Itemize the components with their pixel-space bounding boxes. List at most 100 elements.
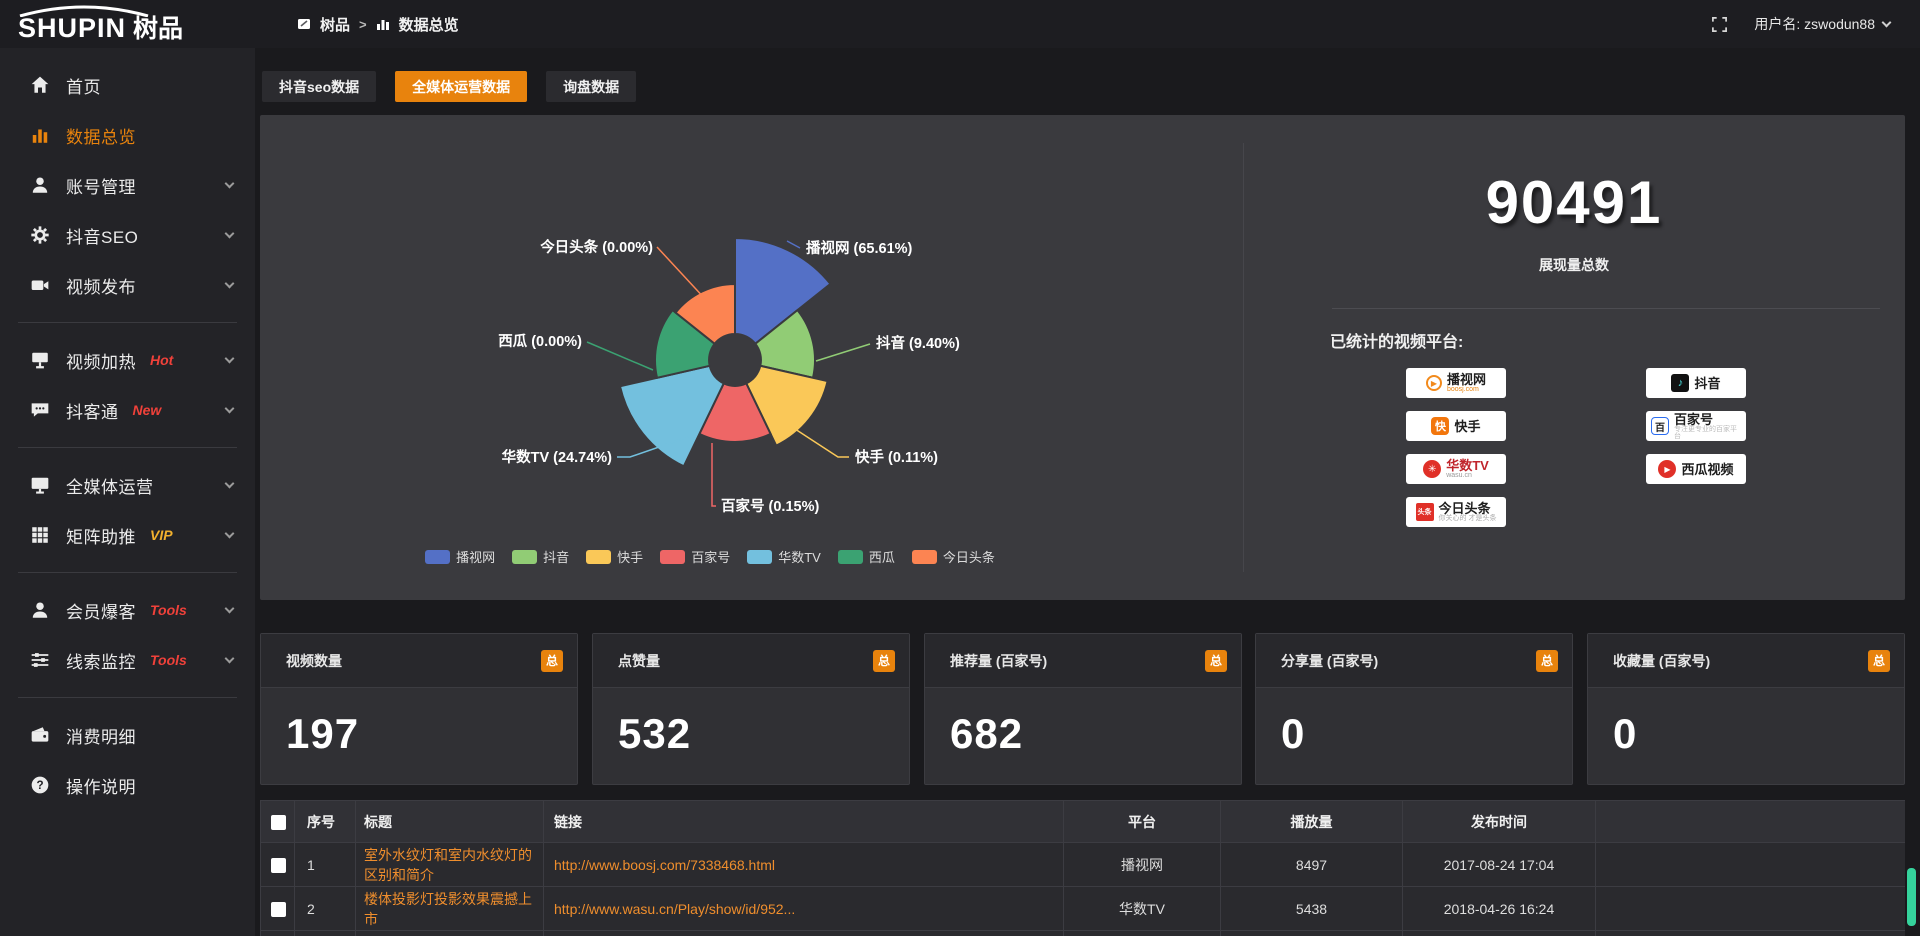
pie-slice[interactable] (753, 308, 816, 379)
hot-tag: Hot (150, 352, 174, 368)
top-bar: SHUPIN 树品 树品 > 数据总览 用户名: zswodun88 (0, 0, 1920, 48)
data-tabs: 抖音seo数据 全媒体运营数据 询盘数据 (262, 71, 637, 102)
pie-leader-line (791, 426, 849, 458)
username-label: 用户名: zswodun88 (1754, 16, 1875, 32)
toutiao-logo-icon: 头条 (1415, 503, 1434, 521)
sidebar-item-label: 视频加热 (66, 352, 136, 372)
pie-slice[interactable] (674, 282, 736, 346)
platform-badge-kuaishou: 快 快手 (1406, 411, 1506, 441)
stat-card-label: 收藏量 (百家号) (1613, 652, 1711, 669)
scrollbar-thumb[interactable] (1907, 868, 1916, 926)
sidebar-item-label: 线索监控 (66, 652, 136, 672)
chevron-down-icon (224, 478, 235, 488)
cell-platform: 播视网 (1063, 842, 1221, 887)
logo-text-cn: 树品 (133, 15, 184, 43)
legend-label: 西瓜 (868, 550, 895, 565)
sidebar-divider (18, 447, 237, 448)
sidebar-item-douyin-seo[interactable]: 抖音SEO (0, 210, 255, 260)
sidebar-item-spending-detail[interactable]: 消费明细 (0, 710, 255, 760)
chat-icon (31, 403, 49, 417)
sidebar-item-lead-monitor[interactable]: 线索监控 Tools (0, 635, 255, 685)
sidebar-item-label: 首页 (66, 77, 101, 97)
legend-item[interactable]: 西瓜 (837, 547, 895, 566)
select-all-checkbox[interactable] (271, 814, 286, 830)
chevron-down-icon (224, 278, 235, 288)
chevron-down-icon (224, 403, 235, 413)
table-row: 1 室外水纹灯和室内水纹灯的区别和简介 http://www.boosj.com… (260, 842, 1905, 887)
row-checkbox[interactable] (271, 857, 286, 873)
tab-inquiry-data[interactable]: 询盘数据 (546, 71, 637, 102)
pie-label: 西瓜 (0.00%) (498, 333, 582, 350)
stat-card-label: 分享量 (百家号) (1281, 652, 1379, 669)
fullscreen-icon[interactable] (1711, 16, 1728, 33)
sidebar-item-omnimedia-ops[interactable]: 全媒体运营 (0, 460, 255, 510)
question-circle-icon: ? (31, 776, 49, 794)
legend-swatch (660, 549, 686, 564)
video-title-link[interactable]: 室外水纹灯和室内水纹灯的区别和简介 (364, 846, 532, 883)
legend-item[interactable]: 快手 (586, 547, 643, 566)
sidebar-item-video-heating[interactable]: 视频加热 Hot (0, 335, 255, 385)
sidebar-item-matrix-boost[interactable]: 矩阵助推 VIP (0, 510, 255, 560)
app-logo: SHUPIN 树品 (0, 3, 255, 45)
sidebar-item-help[interactable]: ? 操作说明 (0, 760, 255, 810)
legend-swatch (911, 549, 937, 564)
legend-swatch (586, 549, 612, 564)
breadcrumb-separator: > (359, 16, 367, 32)
grid-icon (32, 527, 48, 543)
platform-badge-toutiao: 头条 今日头条 你关心的 才是头条 (1406, 497, 1506, 527)
video-url-link[interactable]: http://www.boosj.com/7338468.html (554, 856, 776, 873)
boshiwang-logo-icon: ▶ (1425, 375, 1442, 391)
chevron-down-icon (1881, 17, 1892, 27)
sidebar-item-douketong[interactable]: 抖客通 New (0, 385, 255, 435)
sidebar-item-label: 抖客通 (66, 402, 119, 422)
row-checkbox[interactable] (271, 901, 286, 917)
legend-item[interactable]: 播视网 (425, 547, 495, 566)
home-icon (31, 76, 49, 93)
legend-label: 抖音 (543, 550, 570, 565)
sidebar-item-home[interactable]: 首页 (0, 60, 255, 110)
legend-item[interactable]: 百家号 (660, 547, 730, 566)
pie-slice[interactable] (654, 308, 717, 379)
stat-card-label: 视频数量 (286, 652, 342, 669)
platform-badge-wasu: ✳ 华数TV wasu.cn (1406, 454, 1506, 484)
tab-omnimedia-data[interactable]: 全媒体运营数据 (395, 71, 528, 102)
total-badge: 总 (541, 649, 563, 672)
chart-legend: 播视网 抖音 快手 百家号 华数TV 西瓜 今日头条 (380, 547, 1040, 566)
pie-slice[interactable] (618, 364, 726, 468)
col-header-no: 序号 (294, 800, 356, 843)
video-title-link[interactable]: 楼体投影灯投影效果震撼上市 (364, 890, 532, 927)
sidebar-item-account-mgmt[interactable]: 账号管理 (0, 160, 255, 210)
sidebar-item-member-leads[interactable]: 会员爆客 Tools (0, 585, 255, 635)
legend-swatch (512, 549, 538, 564)
pie-leader-line (786, 240, 801, 249)
sidebar-item-video-publish[interactable]: 视频发布 (0, 260, 255, 310)
tools-tag: Tools (150, 652, 187, 668)
chevron-down-icon (224, 353, 235, 363)
monitor-icon (31, 477, 49, 494)
legend-item[interactable]: 华数TV (747, 547, 821, 566)
rose-pie-chart: 今日头条 (0.00%) 播视网 (65.61%) 西瓜 (0.00%) 抖音 … (260, 115, 1240, 585)
cell-time: 2018-04-26 16:24 (1402, 886, 1596, 931)
user-menu[interactable]: 用户名: zswodun88 (1754, 14, 1892, 34)
chevron-down-icon (224, 178, 235, 188)
video-url-link[interactable]: http://www.wasu.cn/Play/show/id/952... (554, 900, 796, 917)
legend-item[interactable]: 今日头条 (911, 547, 995, 566)
bar-chart-icon (32, 129, 48, 143)
breadcrumb: 树品 > 数据总览 (297, 14, 459, 35)
stat-card-value: 0 (1281, 710, 1306, 757)
tab-douyin-seo-data[interactable]: 抖音seo数据 (262, 71, 377, 102)
chevron-down-icon (224, 228, 235, 238)
total-badge: 总 (873, 649, 895, 672)
pie-slice[interactable] (734, 236, 832, 346)
legend-item[interactable]: 抖音 (512, 547, 569, 566)
table-row: 2 楼体投影灯投影效果震撼上市 http://www.wasu.cn/Play/… (260, 886, 1905, 931)
platform-badge-xigua: ▶ 西瓜视频 (1646, 454, 1746, 484)
breadcrumb-home[interactable]: 树品 (320, 16, 351, 34)
sidebar-item-label: 操作说明 (66, 777, 136, 797)
total-badge: 总 (1205, 649, 1227, 672)
stat-card-label: 推荐量 (百家号) (950, 652, 1048, 669)
chart-panel: 今日头条 (0.00%) 播视网 (65.61%) 西瓜 (0.00%) 抖音 … (260, 115, 1905, 600)
sidebar-item-data-overview[interactable]: 数据总览 (0, 110, 255, 160)
total-badge: 总 (1868, 649, 1890, 672)
summary-divider (1332, 308, 1880, 309)
